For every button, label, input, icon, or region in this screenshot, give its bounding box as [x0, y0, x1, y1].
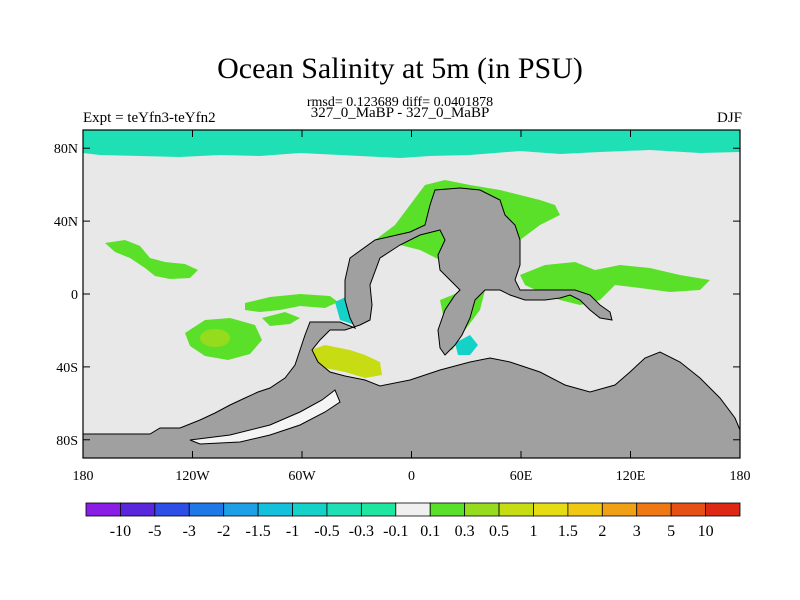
colorbar-box — [464, 502, 500, 517]
north-pacific-patch — [105, 240, 198, 279]
colorbar-box — [120, 502, 156, 517]
colorbar-label: -1.5 — [245, 523, 270, 540]
colorbar-box — [188, 502, 225, 517]
colorbar-box — [498, 502, 534, 517]
colorbar-label: 5 — [667, 523, 675, 540]
land-mass-americas-africa — [82, 187, 741, 459]
colorbar-label: -0.1 — [383, 523, 408, 540]
colorbar-label: -0.5 — [314, 523, 339, 540]
x-tick-label: 120W — [175, 469, 210, 484]
colorbar-box — [429, 502, 466, 517]
colorbar-box — [705, 502, 741, 517]
west-indian-cyan — [455, 335, 478, 355]
colorbar-label: -2 — [217, 523, 230, 540]
colorbar-label: -10 — [110, 523, 131, 540]
colorbar-box — [533, 502, 569, 517]
colorbar-box — [601, 502, 638, 517]
colorbar-label: 1 — [529, 523, 537, 540]
colorbar-box — [257, 502, 293, 517]
x-tick-label: 0 — [408, 469, 415, 484]
indian-ocean-green — [520, 262, 615, 305]
colorbar-label: -5 — [148, 523, 161, 540]
x-axis: 180 120W 60W 0 60E 120E 180 — [73, 130, 751, 484]
equatorial-pacific-patch — [245, 294, 338, 312]
y-tick-label: 0 — [71, 288, 78, 303]
colorbar-label: 1.5 — [558, 523, 578, 540]
colorbar-box — [567, 502, 603, 517]
y-tick-label: 40N — [54, 215, 78, 230]
y-tick-label: 80N — [54, 142, 78, 157]
season-label: DJF — [716, 110, 742, 126]
colorbar-box — [670, 502, 706, 517]
colorbar-box — [395, 502, 431, 517]
colorbar-label: -1 — [286, 523, 299, 540]
colorbar-label: 0.3 — [455, 523, 475, 540]
y-axis: 80N 40N 0 40S 80S — [54, 142, 740, 449]
x-tick-label: 180 — [73, 469, 94, 484]
colorbar-label: 3 — [633, 523, 641, 540]
x-tick-label: 60E — [510, 469, 533, 484]
plot-title: Ocean Salinity at 5m (in PSU) — [217, 52, 583, 85]
colorbar-label: -3 — [183, 523, 196, 540]
x-tick-label: 120E — [616, 469, 646, 484]
colorbar-box — [154, 502, 190, 517]
x-tick-label: 180 — [730, 469, 751, 484]
south-atlantic-inner — [305, 345, 382, 378]
colorbar-box — [292, 502, 328, 517]
colorbar-box — [360, 502, 397, 517]
west-pacific-green — [595, 265, 710, 292]
plot-subtitle: rmsd= 0.123689 diff= 0.0401878 — [306, 95, 494, 110]
center-label: 327_0_MaBP - 327_0_MaBP — [310, 105, 490, 121]
colorbar-box — [326, 502, 362, 517]
colorbar-box — [85, 502, 121, 517]
south-pacific-streak — [262, 312, 300, 326]
colorbar: -10 -5 -3 -2 -1.5 -1 -0.5 -0.3 -0.1 0.1 0.3 0.5 1 1.5… — [85, 502, 741, 540]
x-tick-label: 60W — [288, 469, 316, 484]
south-pacific-eddy-core — [200, 329, 230, 347]
arctic-band — [83, 130, 740, 158]
colorbar-label: 0.5 — [489, 523, 509, 540]
colorbar-label: 10 — [698, 523, 714, 540]
experiment-label: Expt = teYfn3-teYfn2 — [83, 110, 216, 126]
ice-shelf-patch — [189, 389, 341, 445]
colorbar-label: -0.3 — [349, 523, 374, 540]
colorbar-box — [223, 502, 259, 517]
colorbar-label: 2 — [598, 523, 606, 540]
colorbar-label: 0.1 — [420, 523, 440, 540]
y-tick-label: 80S — [56, 434, 78, 449]
y-tick-label: 40S — [56, 361, 78, 376]
colorbar-box — [636, 502, 672, 517]
